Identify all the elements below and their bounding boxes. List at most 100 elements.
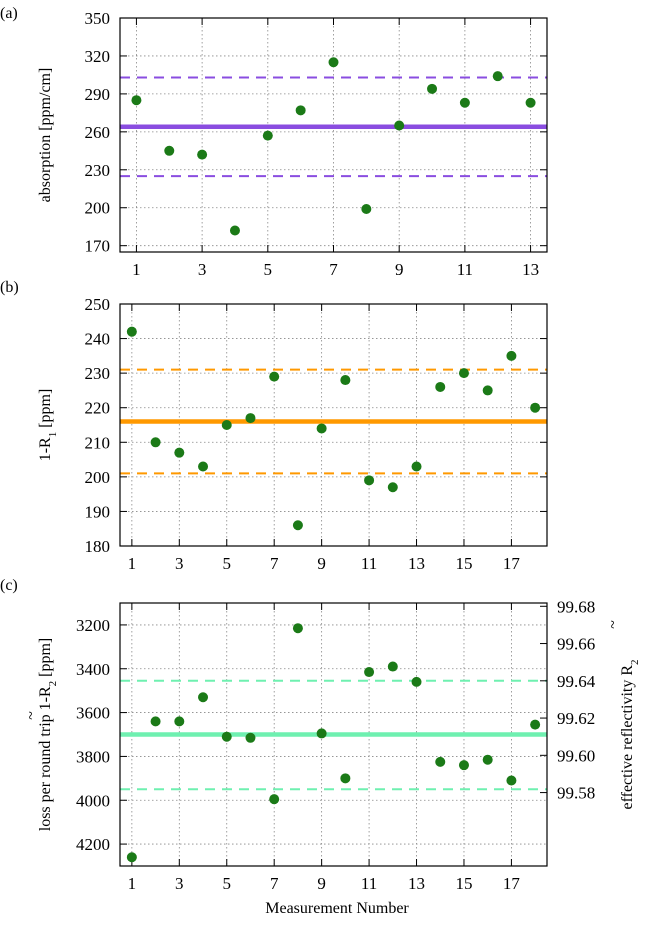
y2-tick-label: 99.66 [557,635,595,654]
data-point [269,794,280,805]
panel-c: 1 3 5 7 9 11 13 15 1732003400360038004000420099.… [0,577,641,893]
y-tick-label: 220 [85,399,111,418]
data-point [174,716,185,727]
y-tick-label: 170 [85,237,111,256]
data-point [229,225,240,236]
data-point [292,520,303,531]
y2-tick-label: 99.58 [557,784,595,803]
data-point [340,773,351,784]
y-axis-label-subscript: 1 [47,432,59,438]
data-point [458,368,469,379]
x-tick-label: 5 [223,874,232,893]
data-point [245,732,256,743]
x-tick-label: 1 [132,260,141,279]
data-point [506,775,517,786]
data-point [164,145,175,156]
data-point [482,385,493,396]
data-point [394,120,405,131]
data-point [150,716,161,727]
data-point [530,402,541,413]
y2-axis-label-subscript: 2 [629,659,641,665]
data-point [459,97,470,108]
x-tick-label: 9 [395,260,404,279]
data-point [221,731,232,742]
y-tick-label: 210 [85,433,111,452]
y-axis-label-tilde: ~ [23,711,40,720]
y-axis-label-unit: [ppm] [37,389,54,432]
data-point [126,326,137,337]
data-point [492,71,503,82]
x-axis-label: Measurement Number [265,900,409,917]
y-tick-label: 3200 [76,616,110,635]
data-point [328,57,339,68]
data-point [198,692,209,703]
data-point [458,760,469,771]
y2-tick-label: 99.64 [557,672,596,691]
data-point [174,447,185,458]
y-tick-label: 180 [85,537,111,556]
y2-axis-label: effective reflectivity R2 [619,659,641,809]
y-axis-label-subscript: 2 [47,681,59,687]
x-tick-label: 3 [175,874,184,893]
y2-tick-label: 99.62 [557,709,595,728]
y-tick-label: 3600 [76,704,110,723]
panel-label: (a) [0,5,18,22]
x-tick-label: 11 [361,554,377,573]
panel-label: (b) [0,279,19,296]
y-tick-label: 230 [85,161,111,180]
panel-a: 1 3 5 7 9 11 13170200230260290320350(a)absorpt… [0,5,548,279]
data-point [150,437,161,448]
data-point [364,475,375,486]
data-point [197,149,208,160]
y-tick-label: 200 [85,468,111,487]
data-point [292,623,303,634]
y-tick-label: 350 [85,9,111,28]
y-tick-label: 3400 [76,660,110,679]
x-tick-label: 15 [455,554,472,573]
y-tick-label: 200 [85,199,111,218]
y2-tick-label: 99.68 [557,597,595,616]
y-tick-label: 4000 [76,791,110,810]
y-tick-label: 320 [85,47,111,66]
x-tick-label: 5 [264,260,273,279]
data-point [316,423,327,434]
data-point [506,350,517,361]
x-tick-label: 11 [361,874,377,893]
x-tick-label: 17 [503,874,521,893]
plot-frame [119,303,548,547]
y-axis-label-unit: [ppm] [37,638,54,681]
data-point [427,83,438,94]
x-tick-label: 9 [317,874,326,893]
data-point [387,482,398,493]
x-tick-label: 1 [128,554,137,573]
y2-tick-label: 99.60 [557,746,595,765]
data-point [316,728,327,739]
data-point [198,461,209,472]
data-point [245,413,256,424]
data-point [525,97,536,108]
panel-b: 1 3 5 7 9 11 13 15 17180190200210220230240250(b)… [0,279,548,573]
x-tick-label: 3 [175,554,184,573]
data-point [435,381,446,392]
data-point [482,754,493,765]
data-point [340,375,351,386]
x-tick-label: 11 [457,260,473,279]
x-tick-label: 3 [198,260,207,279]
data-point [262,130,273,141]
y-tick-label: 250 [85,295,111,314]
data-point [364,667,375,678]
x-tick-label: 13 [408,874,425,893]
x-tick-label: 13 [408,554,425,573]
x-tick-label: 17 [503,554,521,573]
data-point [295,105,306,116]
data-point [530,719,541,730]
data-point [131,95,142,106]
data-point [435,756,446,767]
x-tick-label: 7 [270,554,279,573]
data-point [269,371,280,382]
data-point [221,420,232,430]
x-tick-label: 5 [223,554,232,573]
y-tick-label: 240 [85,330,111,349]
data-point [411,676,422,687]
y-axis-label: loss per round trip 1-R2 [ppm] [37,638,59,831]
